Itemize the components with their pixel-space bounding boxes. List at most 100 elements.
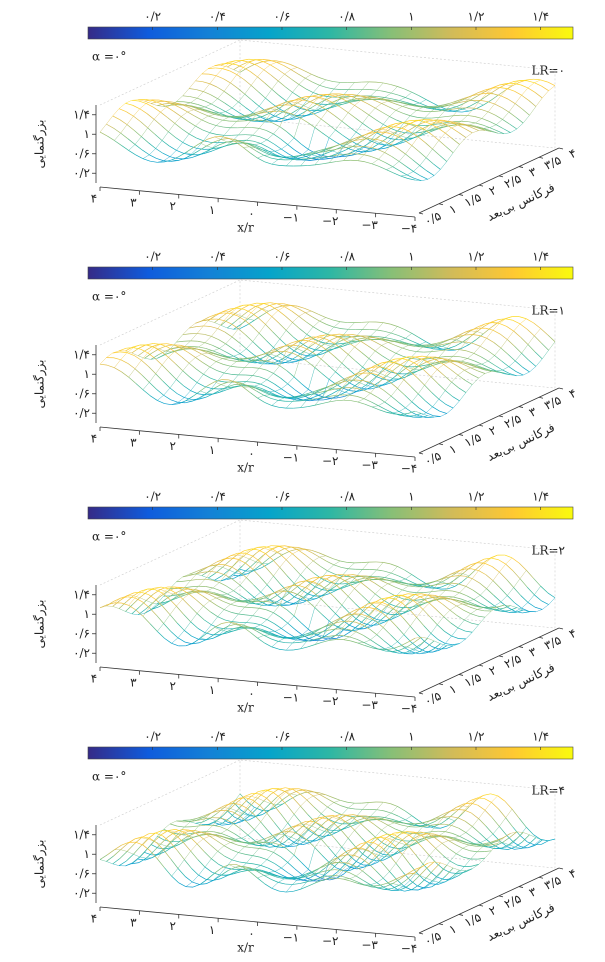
surface-mesh (154, 589, 163, 594)
surface-mesh (201, 119, 210, 124)
surface-mesh (311, 549, 319, 554)
surface-mesh (240, 318, 249, 325)
surface-mesh (226, 630, 234, 634)
surface-mesh (289, 594, 298, 601)
surface-mesh (363, 389, 371, 394)
surface-mesh (348, 126, 357, 133)
surface-mesh (422, 106, 430, 108)
surface-mesh (367, 103, 376, 109)
surface-mesh (303, 590, 312, 598)
surface-mesh (183, 385, 191, 391)
surface-mesh (384, 577, 393, 580)
surface-mesh (173, 593, 180, 596)
surface-mesh (477, 615, 486, 618)
surface-mesh (219, 111, 226, 114)
surface-mesh (351, 340, 358, 342)
surface-mesh (491, 321, 498, 323)
surface-mesh (497, 604, 505, 608)
surface-mesh (314, 358, 322, 368)
surface-mesh (335, 120, 343, 131)
surface-mesh (171, 156, 179, 161)
surface-mesh (304, 154, 312, 158)
surface-mesh (234, 626, 242, 629)
surface-mesh (276, 155, 284, 158)
surface-mesh (222, 119, 230, 122)
surface-mesh (179, 592, 187, 596)
surface-mesh (472, 826, 480, 834)
surface-mesh (270, 74, 279, 82)
surface-mesh (348, 138, 355, 143)
surface-mesh (340, 94, 347, 99)
surface-mesh (192, 390, 201, 397)
surface-mesh (223, 555, 231, 560)
surface-mesh (464, 820, 473, 827)
surface-mesh (375, 593, 383, 600)
surface-mesh (391, 92, 399, 96)
surface-mesh (221, 824, 229, 826)
surface-mesh (320, 105, 328, 111)
surface-mesh (464, 330, 471, 333)
surface-mesh (142, 154, 150, 159)
surface-mesh (120, 595, 128, 599)
surface-mesh (181, 346, 188, 349)
surface-mesh (438, 116, 447, 118)
surface-mesh (418, 652, 427, 655)
surface-mesh (338, 95, 346, 98)
surface-mesh (233, 569, 241, 576)
surface-mesh (499, 333, 508, 340)
surface-mesh (257, 635, 264, 639)
surface-mesh (150, 358, 158, 360)
surface-mesh (397, 365, 405, 374)
surface-mesh (376, 627, 384, 635)
surface-mesh (405, 609, 412, 612)
surface-mesh (272, 559, 281, 568)
surface-mesh (473, 346, 481, 354)
surface-mesh (281, 622, 288, 629)
surface-mesh (206, 638, 213, 640)
surface-mesh (382, 366, 390, 370)
surface-mesh (314, 127, 323, 133)
surface-mesh (370, 619, 377, 626)
surface-mesh (225, 107, 233, 112)
surface-mesh (390, 566, 398, 574)
surface-mesh (366, 370, 374, 377)
surface-mesh (309, 399, 317, 402)
surface-mesh (507, 595, 515, 603)
surface-mesh (257, 353, 264, 357)
surface-mesh (319, 387, 326, 390)
surface-mesh (242, 147, 251, 154)
surface-mesh (319, 555, 326, 558)
surface-mesh (472, 377, 479, 385)
surface-mesh (414, 128, 422, 134)
surface-mesh (349, 636, 358, 640)
surface-mesh (534, 351, 543, 360)
surface-mesh (265, 352, 273, 362)
surface-mesh (176, 605, 184, 615)
surface-mesh (355, 117, 363, 124)
surface-mesh (457, 575, 466, 577)
surface-mesh (478, 91, 486, 93)
surface-mesh (276, 61, 284, 66)
surface-mesh (513, 330, 522, 338)
surface-mesh (320, 118, 329, 125)
surface-mesh (198, 638, 206, 641)
surface-mesh (340, 379, 347, 382)
y-tick (478, 184, 484, 187)
surface-mesh (270, 154, 277, 157)
surface-mesh (412, 341, 420, 345)
surface-mesh (187, 346, 194, 349)
surface-mesh (214, 322, 222, 326)
surface-mesh (255, 306, 263, 310)
surface-mesh (278, 102, 285, 107)
surface-mesh (168, 598, 177, 607)
surface-mesh (215, 68, 223, 76)
surface-mesh (301, 357, 310, 361)
surface-mesh (437, 341, 444, 346)
surface-mesh (120, 124, 128, 134)
surface-mesh (327, 146, 335, 152)
surface-mesh (284, 590, 291, 593)
surface-mesh (120, 359, 129, 364)
surface-mesh (437, 127, 446, 134)
y-tick (418, 212, 424, 215)
surface-mesh (260, 143, 268, 148)
